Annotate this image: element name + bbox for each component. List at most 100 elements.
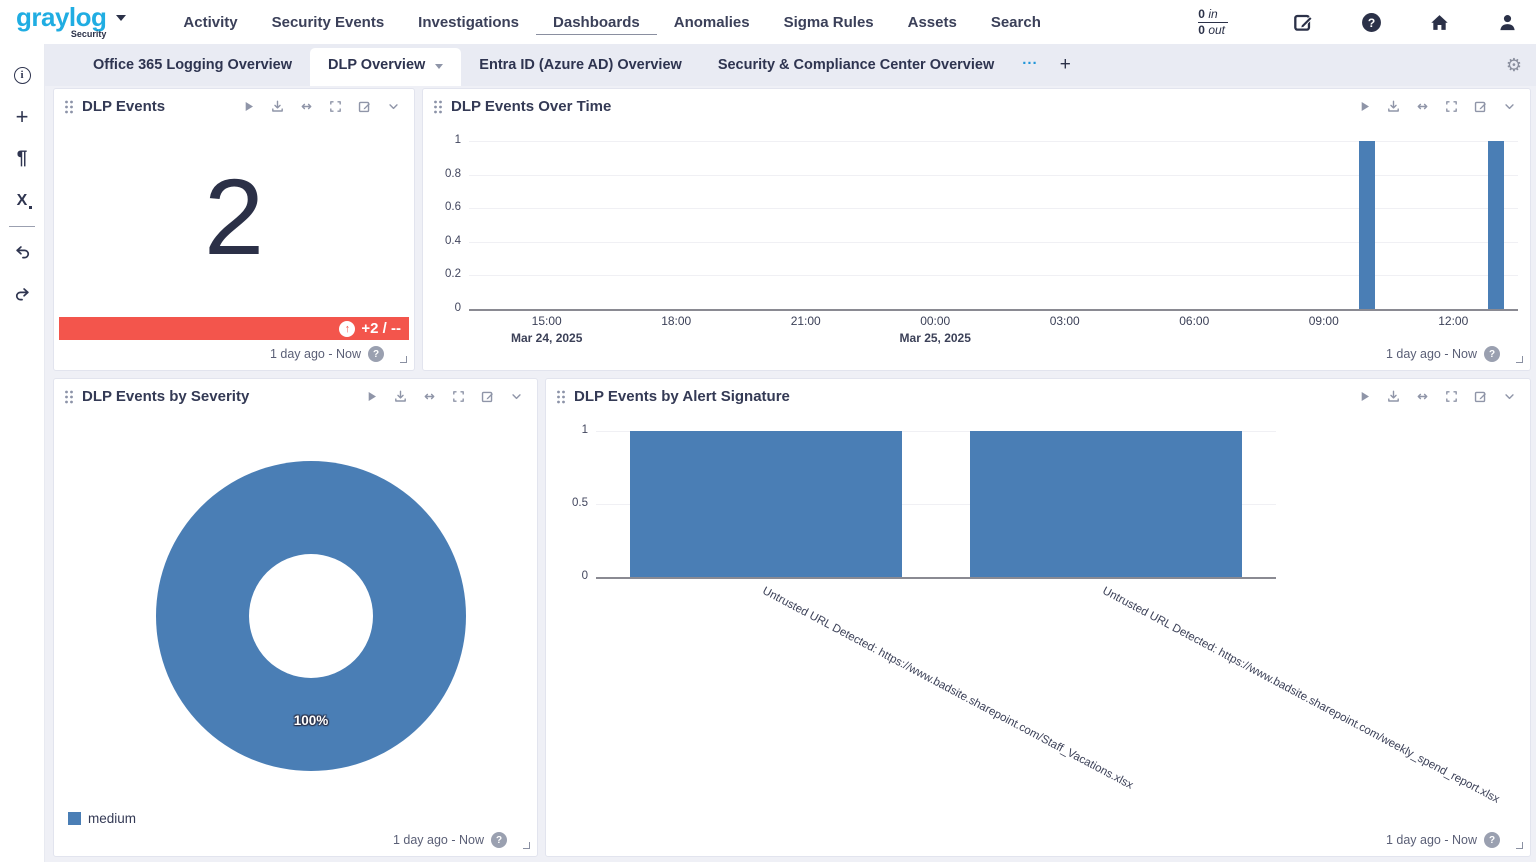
fullscreen-icon[interactable]: [451, 389, 467, 405]
drag-handle-icon[interactable]: [64, 389, 74, 405]
y-axis-tick-label: 0.5: [572, 497, 588, 509]
dlp-events-count-value: 2: [203, 156, 265, 277]
nav-item-sigma-rules[interactable]: Sigma Rules: [783, 13, 874, 31]
timerange-label: 1 day ago - Now: [1385, 347, 1477, 361]
pilcrow-formatting-icon[interactable]: ¶: [16, 148, 28, 169]
y-axis-tick-label: 1: [581, 424, 588, 436]
x-axis-tick-label: 12:00: [1438, 314, 1469, 328]
tab-overflow-icon[interactable]: ...: [1022, 50, 1038, 68]
chevron-down-icon[interactable]: [1502, 99, 1518, 115]
throughput-in-count: 0: [1198, 6, 1205, 21]
edit-icon[interactable]: [480, 389, 496, 405]
resize-handle[interactable]: [1516, 842, 1523, 849]
tab-entra-id-overview[interactable]: Entra ID (Azure AD) Overview: [479, 57, 682, 73]
tab-dlp-overview-label: DLP Overview: [328, 57, 426, 73]
resize-handle[interactable]: [1516, 356, 1523, 363]
clear-formatting-icon[interactable]: X: [16, 192, 32, 209]
edit-icon[interactable]: [357, 99, 373, 115]
timerange-help-icon[interactable]: ?: [491, 832, 507, 848]
timerange-label: 1 day ago - Now: [1385, 833, 1477, 847]
resize-width-icon[interactable]: [422, 389, 438, 405]
fullscreen-icon[interactable]: [1444, 389, 1460, 405]
play-icon[interactable]: [241, 99, 257, 115]
signature-chart-bar[interactable]: [630, 431, 902, 577]
x-axis-tick-label: 18:00: [661, 314, 692, 328]
y-axis-tick-label: 0.6: [445, 201, 461, 214]
chevron-down-icon[interactable]: [386, 99, 402, 115]
logo-dropdown-caret-icon[interactable]: [116, 15, 127, 21]
nav-item-dashboards[interactable]: Dashboards: [536, 10, 657, 35]
resize-width-icon[interactable]: [1415, 389, 1431, 405]
download-icon[interactable]: [270, 99, 286, 115]
resize-handle[interactable]: [400, 356, 407, 363]
time-chart-bar[interactable]: [1488, 141, 1505, 309]
home-icon[interactable]: [1428, 11, 1450, 33]
tab-dropdown-caret-icon[interactable]: [435, 64, 444, 69]
drag-handle-icon[interactable]: [433, 99, 443, 115]
logo-subtext: Security: [70, 29, 107, 39]
compose-edit-icon[interactable]: [1292, 11, 1314, 33]
severity-donut-chart[interactable]: 100%: [156, 461, 466, 771]
widget-title: DLP Events by Severity: [82, 388, 250, 405]
signature-chart-bar[interactable]: [970, 431, 1242, 577]
graylog-logo[interactable]: graylog Security: [16, 4, 127, 39]
redo-icon[interactable]: [0, 273, 45, 315]
play-icon[interactable]: [1357, 389, 1373, 405]
chevron-down-icon[interactable]: [509, 389, 525, 405]
add-icon[interactable]: +: [15, 104, 29, 129]
throughput-indicator[interactable]: 0 in 0 out: [1198, 6, 1228, 37]
nav-item-activity[interactable]: Activity: [183, 13, 238, 31]
play-icon[interactable]: [364, 389, 380, 405]
nav-item-investigations[interactable]: Investigations: [418, 13, 520, 31]
fullscreen-icon[interactable]: [1444, 99, 1460, 115]
widget-dlp-events: DLP Events 2 ↑ +2 / -- 1 day ago - Now?: [53, 88, 415, 371]
y-gridline: [596, 431, 1276, 432]
chevron-down-icon[interactable]: [1502, 389, 1518, 405]
drag-handle-icon[interactable]: [64, 99, 74, 115]
signature-chart-plot-area[interactable]: 0 0.5 1 Untrusted URL Detected: https://www…: [572, 424, 1501, 806]
x-axis-tick-label: 00:00 Mar 25, 2025: [899, 314, 971, 345]
resize-width-icon[interactable]: [299, 99, 315, 115]
widget-actions: [1357, 389, 1518, 405]
widget-dlp-events-over-time: DLP Events Over Time 0 0.2 0.4 0.6 0.8 1 15:00…: [422, 88, 1531, 371]
play-icon[interactable]: [1357, 99, 1373, 115]
time-chart-plot-area[interactable]: 0 0.2 0.4 0.6 0.8 1 15:00 Mar 24, 2025 18:00 21:0…: [445, 134, 1518, 345]
widget-title: DLP Events: [82, 98, 166, 115]
severity-legend[interactable]: medium: [68, 811, 136, 826]
tab-office-365-logging-overview[interactable]: Office 365 Logging Overview: [93, 57, 293, 73]
tab-security-compliance-overview[interactable]: Security & Compliance Center Overview: [717, 57, 995, 73]
nav-item-assets[interactable]: Assets: [907, 13, 957, 31]
nav-item-security-events[interactable]: Security Events: [271, 13, 385, 31]
help-icon[interactable]: ?: [1360, 11, 1382, 33]
undo-icon[interactable]: [0, 231, 45, 273]
y-axis-tick-label: 0: [454, 302, 461, 314]
y-axis-tick-label: 0.2: [445, 268, 461, 281]
user-icon[interactable]: [1496, 11, 1518, 33]
timerange-label: 1 day ago - Now: [392, 833, 484, 847]
drag-handle-icon[interactable]: [556, 389, 566, 405]
main-menu: Activity Security Events Investigations …: [166, 0, 1057, 44]
resize-width-icon[interactable]: [1415, 99, 1431, 115]
trend-banner: ↑ +2 / --: [59, 317, 409, 340]
x-axis-tick-label: 21:00: [790, 314, 821, 328]
timerange-help-icon[interactable]: ?: [1484, 832, 1500, 848]
tab-dlp-overview[interactable]: DLP Overview: [310, 48, 462, 86]
nav-item-anomalies[interactable]: Anomalies: [673, 13, 750, 31]
add-tab-button[interactable]: +: [1059, 54, 1071, 75]
timerange-help-icon[interactable]: ?: [1484, 346, 1500, 362]
x-axis-tick-label: 09:00: [1308, 314, 1339, 328]
edit-icon[interactable]: [1473, 99, 1489, 115]
throughput-in-label: in: [1208, 6, 1218, 21]
dashboard-settings-gear-icon[interactable]: ⚙: [1505, 54, 1522, 75]
dashboard-canvas: DLP Events 2 ↑ +2 / -- 1 day ago - Now? …: [45, 86, 1536, 862]
resize-handle[interactable]: [523, 842, 530, 849]
download-icon[interactable]: [393, 389, 409, 405]
nav-item-search[interactable]: Search: [990, 13, 1041, 31]
edit-icon[interactable]: [1473, 389, 1489, 405]
fullscreen-icon[interactable]: [328, 99, 344, 115]
time-chart-bar[interactable]: [1358, 141, 1375, 309]
download-icon[interactable]: [1386, 389, 1402, 405]
timerange-help-icon[interactable]: ?: [368, 346, 384, 362]
download-icon[interactable]: [1386, 99, 1402, 115]
info-icon[interactable]: i: [0, 54, 45, 96]
